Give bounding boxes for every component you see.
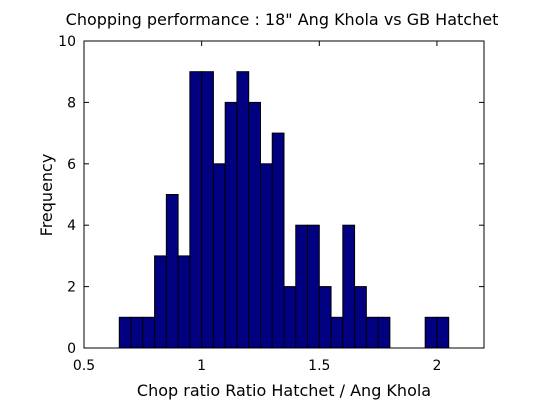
histogram-bar (130, 316, 144, 349)
y-tick-label: 2 (67, 280, 76, 296)
histogram-bar (283, 286, 297, 349)
histogram-bars (118, 71, 450, 349)
y-tick-label: 8 (67, 95, 76, 111)
y-axis-label: Frequency (37, 154, 56, 237)
histogram-bar (295, 224, 309, 349)
y-tick-label: 4 (67, 218, 76, 234)
y-tick-label: 6 (67, 157, 76, 173)
histogram-bar (189, 71, 203, 349)
x-axis-label: Chop ratio Ratio Hatchet / Ang Khola (137, 381, 431, 400)
histogram-bar (307, 224, 320, 349)
histogram-bar (354, 286, 367, 349)
y-tick-label: 0 (67, 341, 76, 357)
histogram-bar (342, 224, 356, 349)
histogram-bar (212, 163, 226, 349)
x-tick-label: 1 (197, 358, 206, 374)
chart-title: Chopping performance : 18" Ang Khola vs … (66, 10, 499, 29)
histogram-bar (248, 101, 261, 349)
x-axis-ticks: 0.5 1 1.5 2 (73, 41, 441, 374)
histogram-bar (224, 101, 238, 349)
axes-box (83, 40, 485, 349)
x-tick-label: 1.5 (308, 358, 330, 374)
y-axis-ticks: 0 2 4 6 8 10 (58, 34, 484, 357)
histogram-bar (377, 316, 391, 349)
histogram-bar (436, 316, 450, 349)
histogram-bar (177, 255, 191, 349)
x-tick-label: 0.5 (73, 358, 95, 374)
histogram-bar (118, 316, 132, 349)
x-tick-label: 2 (432, 358, 441, 374)
y-tick-label: 10 (58, 34, 76, 50)
histogram-bar (318, 286, 332, 349)
histogram-bar (236, 71, 250, 349)
histogram-bar (165, 194, 179, 349)
histogram-bar (365, 316, 379, 349)
histogram-bar (271, 132, 285, 349)
histogram-bar (154, 255, 167, 349)
histogram-bar (259, 163, 273, 349)
histogram-bar (201, 71, 214, 349)
histogram-bar (424, 316, 438, 349)
histogram-bar (142, 316, 156, 349)
histogram-bar (330, 316, 344, 349)
